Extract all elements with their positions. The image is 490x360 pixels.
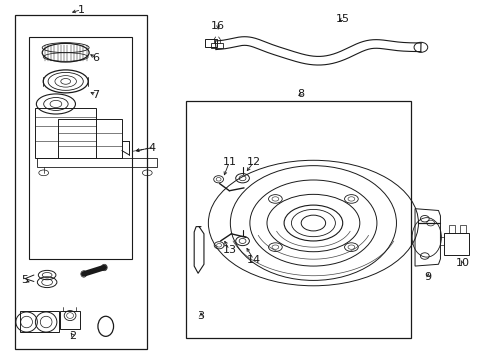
Bar [449,225,455,233]
Bar [37,158,157,167]
Text: 1: 1 [78,5,85,15]
Bar [60,311,80,329]
Bar [211,42,223,48]
Text: 12: 12 [247,157,261,167]
Text: 6: 6 [93,53,99,63]
Text: 10: 10 [455,258,469,268]
Text: 2: 2 [70,331,76,341]
Text: 16: 16 [211,21,225,31]
Bar [460,225,466,233]
Bar [205,40,217,46]
Text: 3: 3 [197,311,204,321]
Bar [15,15,147,348]
Bar [186,101,411,338]
Text: 7: 7 [93,90,99,100]
Bar [35,108,96,158]
Text: 5: 5 [22,275,28,285]
Bar [20,311,59,332]
Bar [29,37,132,259]
Text: 11: 11 [222,157,236,167]
Text: 15: 15 [336,14,350,24]
Text: 4: 4 [148,143,156,153]
Bar [58,119,122,158]
Text: 9: 9 [425,272,432,282]
Text: 14: 14 [247,255,261,265]
Text: 13: 13 [222,245,236,255]
Text: 8: 8 [297,89,305,99]
Bar [444,233,469,255]
